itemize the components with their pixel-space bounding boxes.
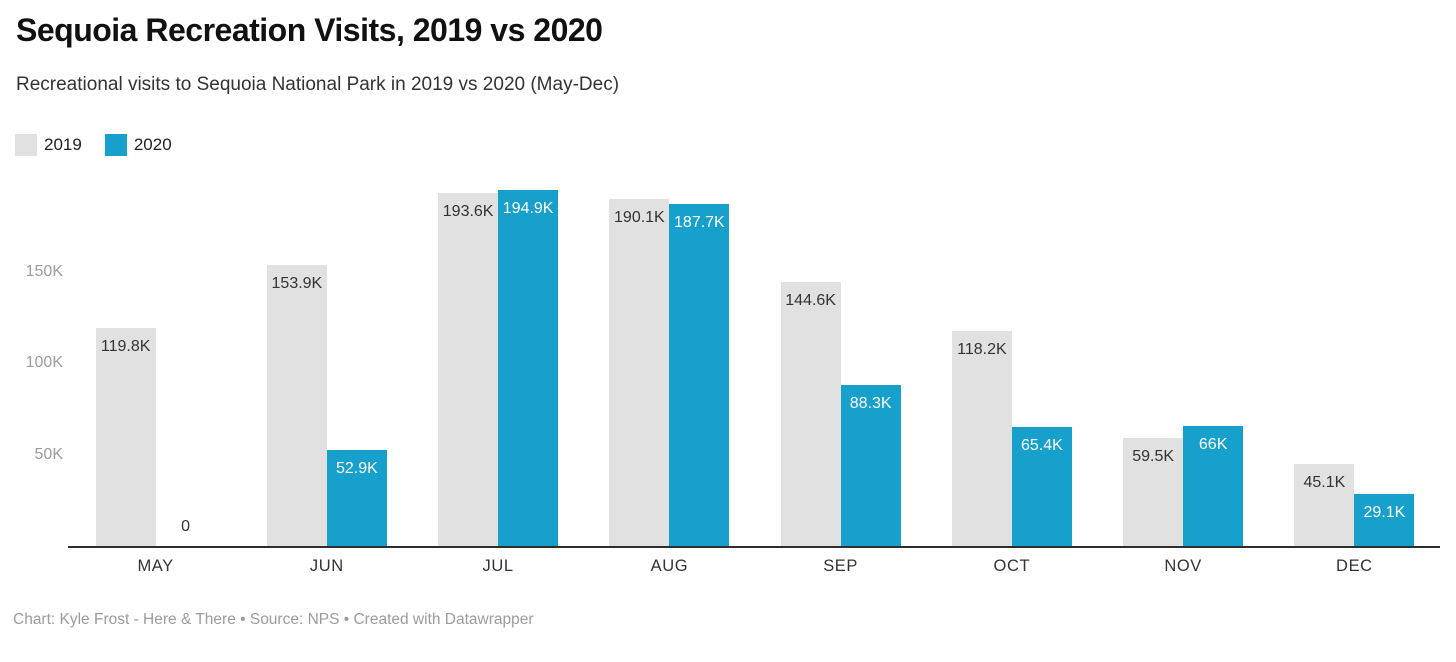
bar-value-label: 194.9K <box>502 200 554 218</box>
x-axis-label-nov: NOV <box>1164 557 1202 575</box>
bar-value-label: 0 <box>181 518 191 535</box>
bar-2020-sep[interactable] <box>840 385 901 547</box>
x-axis-label-sep: SEP <box>823 557 859 575</box>
bar-value-label: 144.6K <box>785 292 836 310</box>
legend: 2019 2020 <box>15 134 188 156</box>
bar-2019-nov[interactable] <box>1123 438 1184 547</box>
bar-value-label: 66K <box>1198 436 1228 454</box>
chart-subtitle: Recreational visits to Sequoia National … <box>16 74 620 95</box>
bar-2020-oct[interactable] <box>1011 427 1072 547</box>
bar-value-label: 52.9K <box>335 460 378 478</box>
bar-2020-jun[interactable] <box>326 450 387 547</box>
x-axis-label-dec: DEC <box>1336 557 1373 575</box>
x-axis-label-jul: JUL <box>482 557 514 575</box>
bar-2019-aug[interactable] <box>609 199 670 547</box>
bar-value-label: 187.7K <box>674 213 725 231</box>
legend-label-2019: 2019 <box>44 135 82 154</box>
attribution-footer: Chart: Kyle Frost - Here & There • Sourc… <box>13 611 534 628</box>
bar-value-label: 59.5K <box>1132 448 1175 466</box>
legend-label-2020: 2020 <box>133 135 172 154</box>
x-axis-line <box>68 546 1440 548</box>
bar-2020-nov[interactable] <box>1183 426 1244 547</box>
bar-value-label: 190.1K <box>614 209 665 227</box>
bar-2019-jun[interactable] <box>266 265 327 547</box>
y-axis-tick-label: 50K <box>34 445 63 463</box>
bar-value-label: 88.3K <box>849 395 892 413</box>
legend-swatch-2020 <box>104 134 127 156</box>
bar-value-label: 45.1K <box>1303 474 1346 492</box>
chart-title: Sequoia Recreation Visits, 2019 vs 2020 <box>16 12 603 48</box>
x-axis-label-may: MAY <box>137 557 174 575</box>
bar-2020-aug[interactable] <box>669 203 730 547</box>
bar-2019-oct[interactable] <box>951 330 1012 547</box>
y-axis-tick-label: 100K <box>25 354 63 371</box>
bar-value-label: 118.2K <box>957 340 1007 358</box>
bar-2020-jul[interactable] <box>498 190 559 547</box>
bar-2019-dec[interactable] <box>1294 464 1355 547</box>
bar-2019-may[interactable] <box>95 327 156 547</box>
bar-value-label: 153.9K <box>271 275 323 293</box>
bar-2020-dec[interactable] <box>1354 493 1415 547</box>
bar-value-label: 29.1K <box>1363 503 1406 521</box>
bar-value-label: 65.4K <box>1020 437 1063 455</box>
y-axis-tick-label: 150K <box>25 262 63 280</box>
legend-swatch-2019 <box>15 134 37 156</box>
bar-value-label: 119.8K <box>100 337 151 355</box>
x-axis-label-oct: OCT <box>993 557 1031 575</box>
bar-2019-sep[interactable] <box>780 282 841 547</box>
x-axis-label-jun: JUN <box>309 557 344 575</box>
bar-2019-jul[interactable] <box>438 192 499 547</box>
bar-value-label: 193.6K <box>442 202 494 220</box>
x-axis-label-aug: AUG <box>650 557 689 575</box>
